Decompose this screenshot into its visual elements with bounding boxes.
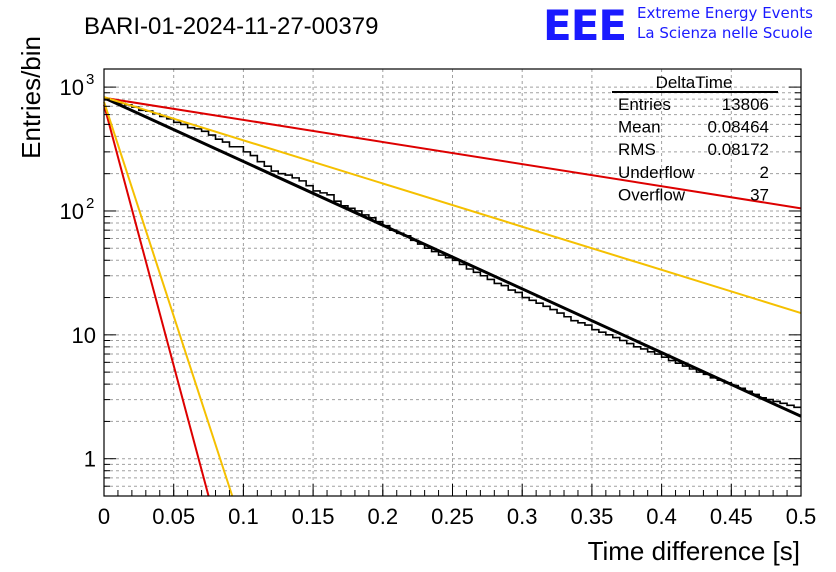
x-tick-label: 0.2 bbox=[368, 504, 399, 529]
stats-title: DeltaTime bbox=[656, 73, 733, 92]
stats-row-label: Overflow bbox=[618, 185, 686, 204]
stats-row-label: Entries bbox=[618, 95, 671, 114]
x-tick-label: 0.45 bbox=[710, 504, 753, 529]
logo-line-1: Extreme Energy Events bbox=[637, 4, 813, 22]
stats-row-value: 2 bbox=[760, 163, 769, 182]
x-tick-label: 0.3 bbox=[507, 504, 538, 529]
x-tick-label: 0.05 bbox=[152, 504, 195, 529]
x-tick-label: 0.35 bbox=[570, 504, 613, 529]
run-title: BARI-01-2024-11-27-00379 bbox=[84, 13, 378, 40]
eee-logo: EEE Extreme Energy Events La Scienza nel… bbox=[543, 1, 813, 50]
y-tick-exponent: 2 bbox=[86, 195, 94, 212]
y-axis-title: Entries/bin bbox=[16, 36, 46, 159]
plot-series bbox=[103, 96, 802, 497]
grid-lines bbox=[104, 69, 801, 497]
stats-row-label: RMS bbox=[618, 140, 656, 159]
stats-row-label: Underflow bbox=[618, 163, 695, 182]
y-tick-label: 10 bbox=[72, 323, 96, 348]
x-tick-label: 0.25 bbox=[431, 504, 474, 529]
stats-row-label: Mean bbox=[618, 118, 661, 137]
stats-row-value: 0.08464 bbox=[708, 118, 769, 137]
y-tick-label: 1 bbox=[84, 447, 96, 472]
axis-ticks: 0 0.05 0.1 0.15 0.2 0.25 0.3 0.35 0.4 0.45 0.5 1 10 1… bbox=[60, 71, 817, 529]
stats-row-value: 13806 bbox=[722, 95, 769, 114]
stats-row-value: 0.08172 bbox=[708, 140, 769, 159]
x-tick-label: 0.5 bbox=[786, 504, 817, 529]
fit-line bbox=[103, 96, 802, 418]
x-tick-label: 0 bbox=[98, 504, 110, 529]
y-tick-label: 10 bbox=[60, 75, 84, 100]
x-tick-label: 0.15 bbox=[292, 504, 335, 529]
histogram-deltatime bbox=[104, 98, 801, 409]
logo-mark: EEE bbox=[543, 1, 626, 50]
y-tick-label: 10 bbox=[60, 199, 84, 224]
reference-curve bbox=[103, 101, 234, 497]
x-tick-label: 0.4 bbox=[646, 504, 677, 529]
stats-row-value: 37 bbox=[750, 185, 769, 204]
reference-curve bbox=[103, 104, 210, 497]
stats-box: DeltaTime Entries 13806 Mean 0.08464 RMS 0.08… bbox=[612, 73, 778, 204]
x-tick-label: 0.1 bbox=[228, 504, 259, 529]
reference-curve bbox=[103, 96, 802, 210]
logo-line-2: La Scienza nelle Scuole bbox=[637, 24, 813, 42]
y-tick-exponent: 3 bbox=[86, 71, 94, 88]
x-axis-title: Time difference [s] bbox=[588, 536, 800, 566]
reference-curve bbox=[103, 96, 802, 314]
